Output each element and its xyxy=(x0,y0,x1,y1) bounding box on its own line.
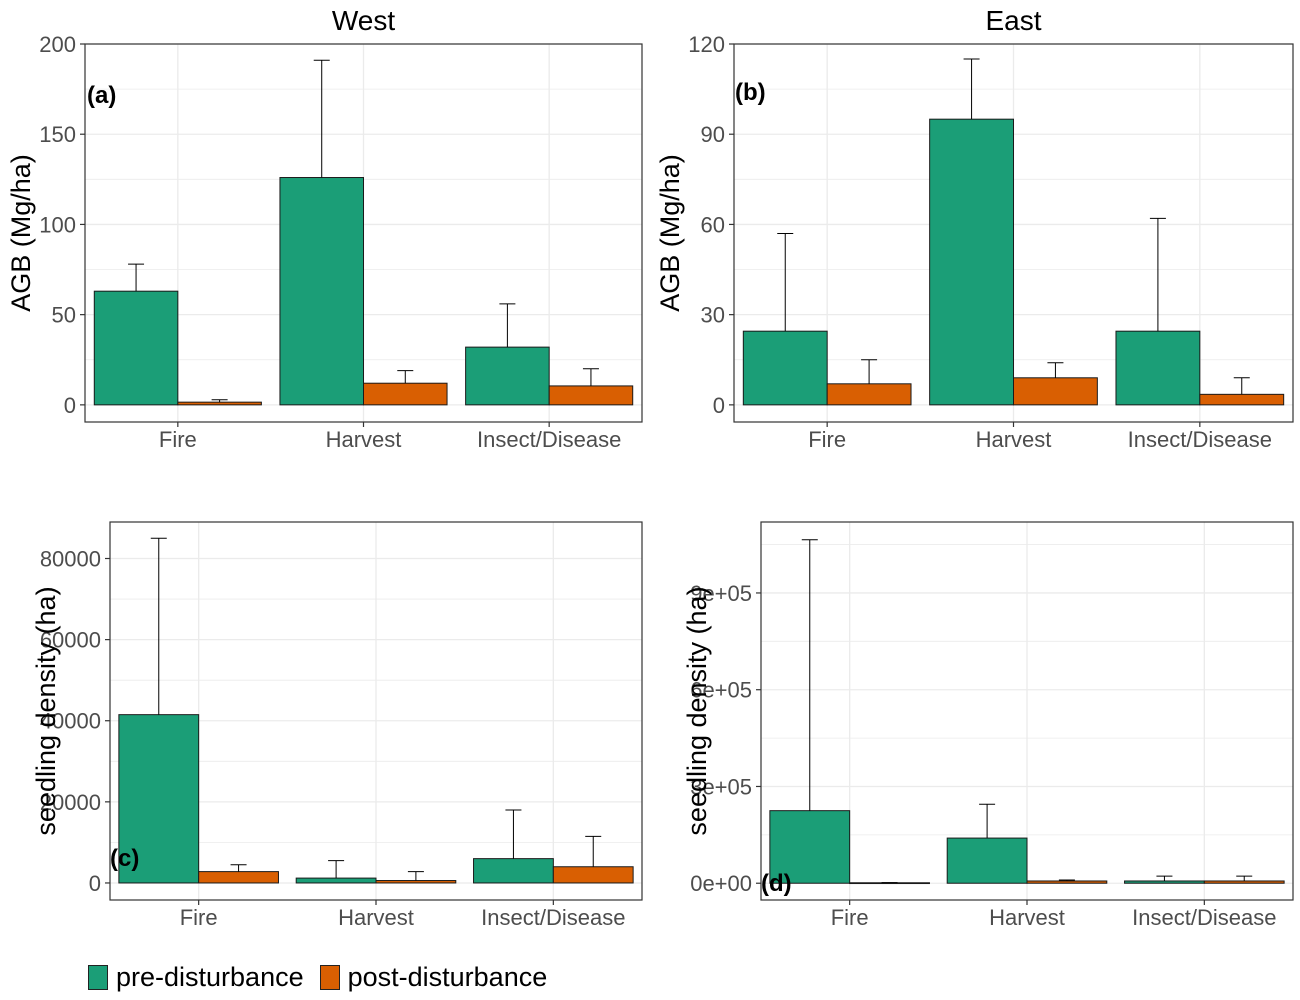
y-tick-label: 3e+05 xyxy=(690,774,752,799)
y-tick-label: 150 xyxy=(39,122,76,147)
panel-title: West xyxy=(332,5,395,36)
panel-label: (d) xyxy=(761,870,792,897)
bar-pre xyxy=(465,346,550,406)
y-tick-label: 0 xyxy=(89,871,101,896)
bar-post xyxy=(548,385,634,406)
panel-label: (b) xyxy=(735,79,766,106)
bar-pre xyxy=(1124,880,1205,884)
legend: pre-disturbance post-disturbance xyxy=(88,962,563,993)
y-axis-title: AGB (Mg/ha) xyxy=(655,154,685,312)
bar-post xyxy=(552,866,634,884)
y-tick-label: 100 xyxy=(39,212,76,237)
y-tick-label: 90 xyxy=(701,122,725,147)
bar-post xyxy=(177,401,262,406)
panel-1: 0 50 100 150 200 Fire Harvest Insect/Disease AGB… xyxy=(6,5,643,452)
y-tick-label: 0 xyxy=(64,393,76,418)
panel-label: (a) xyxy=(87,82,116,109)
bar-post xyxy=(1203,880,1285,884)
panel-label: (c) xyxy=(110,845,139,872)
bar-post xyxy=(1199,393,1285,406)
y-axis-title: AGB (Mg/ha) xyxy=(6,154,36,312)
bar-post xyxy=(826,383,912,406)
bar-post xyxy=(1013,377,1098,406)
y-tick-label: 80000 xyxy=(40,547,101,572)
y-axis-title: seedling density (ha) xyxy=(31,586,61,835)
x-tick-label: Fire xyxy=(831,905,869,930)
bar-pre xyxy=(279,177,365,406)
x-tick-label: Insect/Disease xyxy=(477,427,621,452)
x-tick-label: Harvest xyxy=(989,905,1065,930)
bar-pre xyxy=(295,877,377,884)
x-tick-label: Harvest xyxy=(326,427,402,452)
legend-label-pre: pre-disturbance xyxy=(116,962,304,992)
y-tick-label: 30 xyxy=(701,303,725,328)
legend-swatch-post xyxy=(319,965,340,990)
y-tick-label: 0e+00 xyxy=(690,871,752,896)
bar-post xyxy=(1026,880,1108,884)
y-tick-label: 200 xyxy=(39,32,76,57)
bar-pre xyxy=(93,290,179,406)
y-tick-label: 60000 xyxy=(40,628,101,653)
x-tick-label: Fire xyxy=(159,427,197,452)
y-tick-label: 40000 xyxy=(40,709,101,734)
legend-label-post: post-disturbance xyxy=(347,962,548,992)
legend-item-post: post-disturbance xyxy=(319,962,548,993)
x-tick-label: Harvest xyxy=(976,427,1052,452)
bar-pre xyxy=(769,810,851,884)
bar-post xyxy=(363,382,448,406)
bar-pre xyxy=(1115,330,1201,406)
x-tick-label: Insect/Disease xyxy=(481,905,625,930)
panel-title: East xyxy=(985,5,1041,36)
panel-4: 0e+00 3e+05 6e+05 9e+05 Fire Harvest Insect/Di… xyxy=(682,521,1294,930)
bar-post xyxy=(375,880,457,884)
x-tick-label: Insect/Disease xyxy=(1128,427,1272,452)
legend-swatch-pre xyxy=(88,965,108,990)
panel-2: 0 30 60 90 120 Fire Harvest Insect/Disease AGB (… xyxy=(655,5,1294,452)
x-tick-label: Harvest xyxy=(338,905,414,930)
y-tick-label: 0 xyxy=(713,393,725,418)
y-tick-label: 60 xyxy=(701,212,725,237)
bar-pre xyxy=(118,714,200,884)
x-tick-label: Fire xyxy=(180,905,218,930)
bar-post xyxy=(198,871,279,884)
bar-pre xyxy=(742,330,828,406)
bar-pre xyxy=(929,118,1015,406)
y-tick-label: 50 xyxy=(52,303,76,328)
x-tick-label: Insect/Disease xyxy=(1132,905,1276,930)
bar-pre xyxy=(946,837,1028,884)
x-tick-label: Fire xyxy=(808,427,846,452)
legend-item-pre: pre-disturbance xyxy=(88,962,304,993)
y-axis-title: seedling density (ha) xyxy=(682,586,712,835)
bar-pre xyxy=(473,858,554,884)
y-tick-label: 9e+05 xyxy=(690,581,752,606)
y-tick-label: 6e+05 xyxy=(690,678,752,703)
y-tick-label: 20000 xyxy=(40,790,101,815)
y-tick-label: 120 xyxy=(688,32,725,57)
panel-3: 0 20000 40000 60000 80000 Fire Harvest Insect/D… xyxy=(31,521,643,930)
